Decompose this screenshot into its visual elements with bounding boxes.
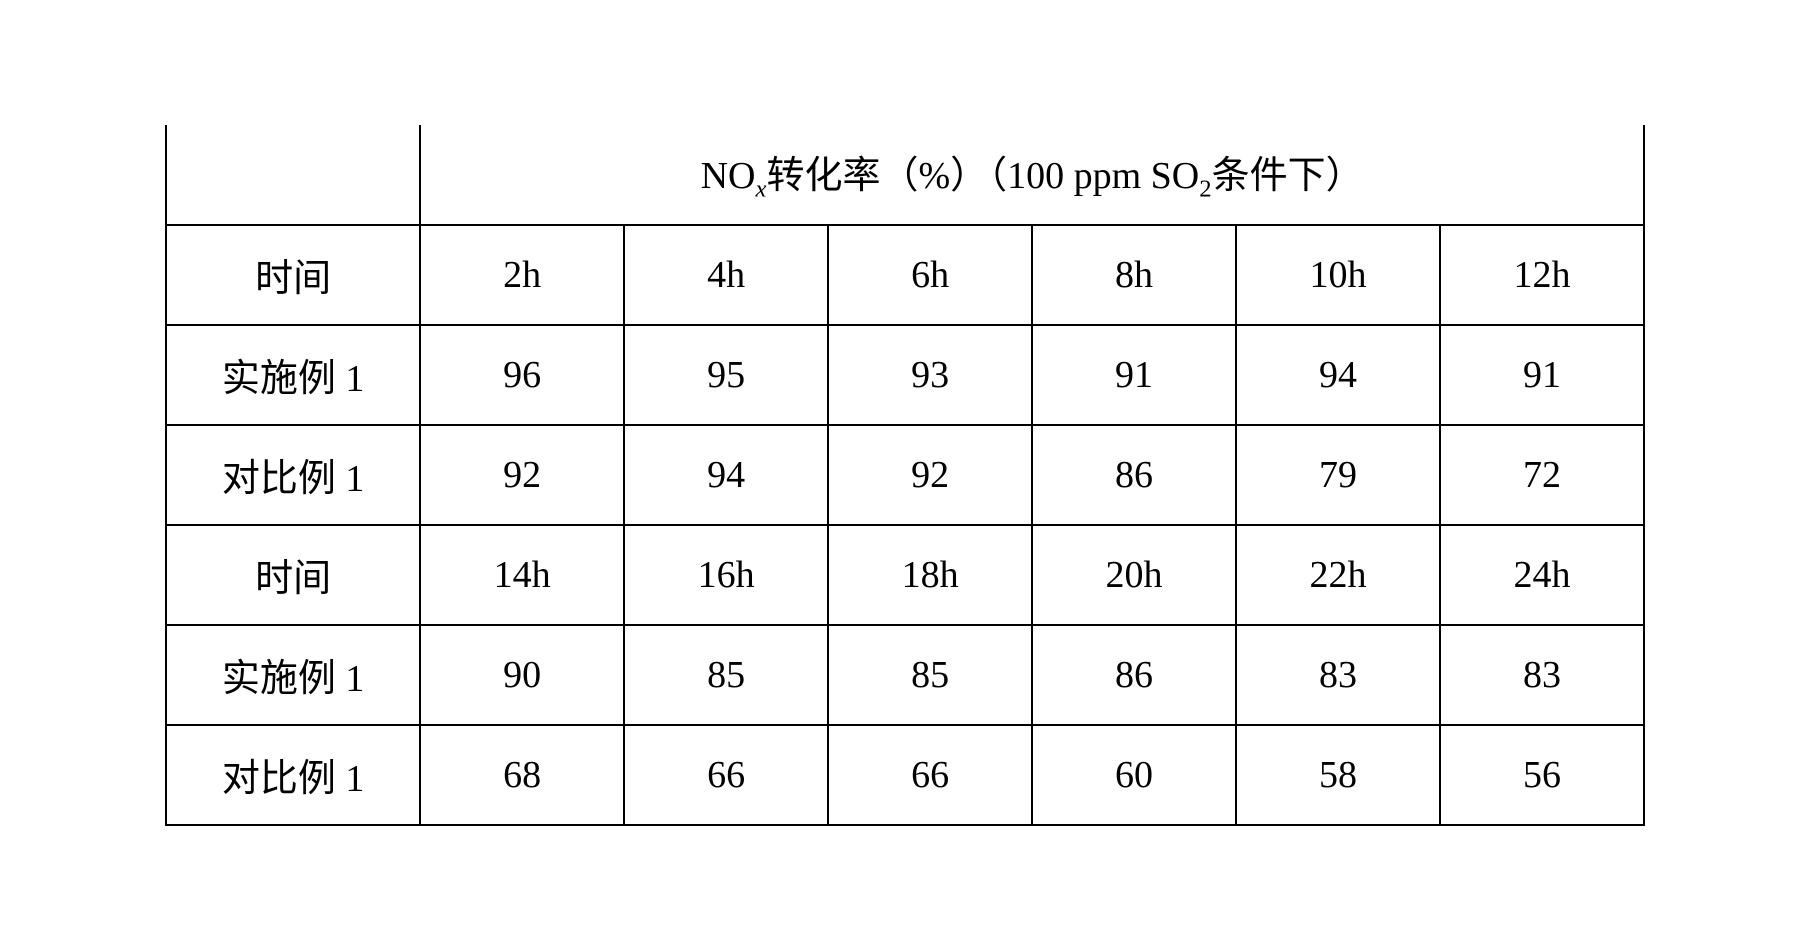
time-cell: 12h bbox=[1440, 225, 1644, 325]
header-title-cell: NOx转化率（%）（100 ppm SO2条件下） bbox=[420, 125, 1644, 225]
value-cell: 85 bbox=[624, 625, 828, 725]
row-label: 时间 bbox=[166, 525, 420, 625]
value-cell: 83 bbox=[1440, 625, 1644, 725]
row-label: 对比例 1 bbox=[166, 425, 420, 525]
value-cell: 66 bbox=[828, 725, 1032, 825]
section1-compare-row: 对比例 1 92 94 92 86 79 72 bbox=[166, 425, 1644, 525]
value-cell: 60 bbox=[1032, 725, 1236, 825]
time-cell: 14h bbox=[420, 525, 624, 625]
row-label: 对比例 1 bbox=[166, 725, 420, 825]
header-title-sub-2: 2 bbox=[1199, 176, 1211, 203]
time-cell: 8h bbox=[1032, 225, 1236, 325]
section2-compare-row: 对比例 1 68 66 66 60 58 56 bbox=[166, 725, 1644, 825]
value-cell: 92 bbox=[420, 425, 624, 525]
value-cell: 94 bbox=[624, 425, 828, 525]
time-cell: 18h bbox=[828, 525, 1032, 625]
header-title-part2: 转化率（%）（100 ppm SO bbox=[766, 155, 1199, 197]
value-cell: 86 bbox=[1032, 625, 1236, 725]
time-cell: 6h bbox=[828, 225, 1032, 325]
section1-example-row: 实施例 1 96 95 93 91 94 91 bbox=[166, 325, 1644, 425]
header-row: NOx转化率（%）（100 ppm SO2条件下） bbox=[166, 125, 1644, 225]
value-cell: 58 bbox=[1236, 725, 1440, 825]
row-label: 实施例 1 bbox=[166, 325, 420, 425]
value-cell: 96 bbox=[420, 325, 624, 425]
value-cell: 91 bbox=[1032, 325, 1236, 425]
section2-example-row: 实施例 1 90 85 85 86 83 83 bbox=[166, 625, 1644, 725]
value-cell: 79 bbox=[1236, 425, 1440, 525]
time-cell: 10h bbox=[1236, 225, 1440, 325]
time-cell: 24h bbox=[1440, 525, 1644, 625]
data-table-container: NOx转化率（%）（100 ppm SO2条件下） 时间 2h 4h 6h 8h… bbox=[165, 125, 1645, 826]
header-title-part3: 条件下） bbox=[1212, 155, 1364, 197]
value-cell: 90 bbox=[420, 625, 624, 725]
time-cell: 2h bbox=[420, 225, 624, 325]
time-cell: 16h bbox=[624, 525, 828, 625]
value-cell: 83 bbox=[1236, 625, 1440, 725]
value-cell: 91 bbox=[1440, 325, 1644, 425]
header-blank-cell bbox=[166, 125, 420, 225]
value-cell: 92 bbox=[828, 425, 1032, 525]
row-label: 实施例 1 bbox=[166, 625, 420, 725]
value-cell: 56 bbox=[1440, 725, 1644, 825]
section1-time-row: 时间 2h 4h 6h 8h 10h 12h bbox=[166, 225, 1644, 325]
header-title-part1: NO bbox=[701, 155, 756, 197]
header-title-sub-x: x bbox=[755, 176, 766, 203]
row-label: 时间 bbox=[166, 225, 420, 325]
value-cell: 94 bbox=[1236, 325, 1440, 425]
value-cell: 86 bbox=[1032, 425, 1236, 525]
time-cell: 20h bbox=[1032, 525, 1236, 625]
value-cell: 72 bbox=[1440, 425, 1644, 525]
nox-conversion-table: NOx转化率（%）（100 ppm SO2条件下） 时间 2h 4h 6h 8h… bbox=[165, 125, 1645, 826]
time-cell: 4h bbox=[624, 225, 828, 325]
value-cell: 68 bbox=[420, 725, 624, 825]
section2-time-row: 时间 14h 16h 18h 20h 22h 24h bbox=[166, 525, 1644, 625]
value-cell: 93 bbox=[828, 325, 1032, 425]
time-cell: 22h bbox=[1236, 525, 1440, 625]
value-cell: 85 bbox=[828, 625, 1032, 725]
value-cell: 66 bbox=[624, 725, 828, 825]
value-cell: 95 bbox=[624, 325, 828, 425]
